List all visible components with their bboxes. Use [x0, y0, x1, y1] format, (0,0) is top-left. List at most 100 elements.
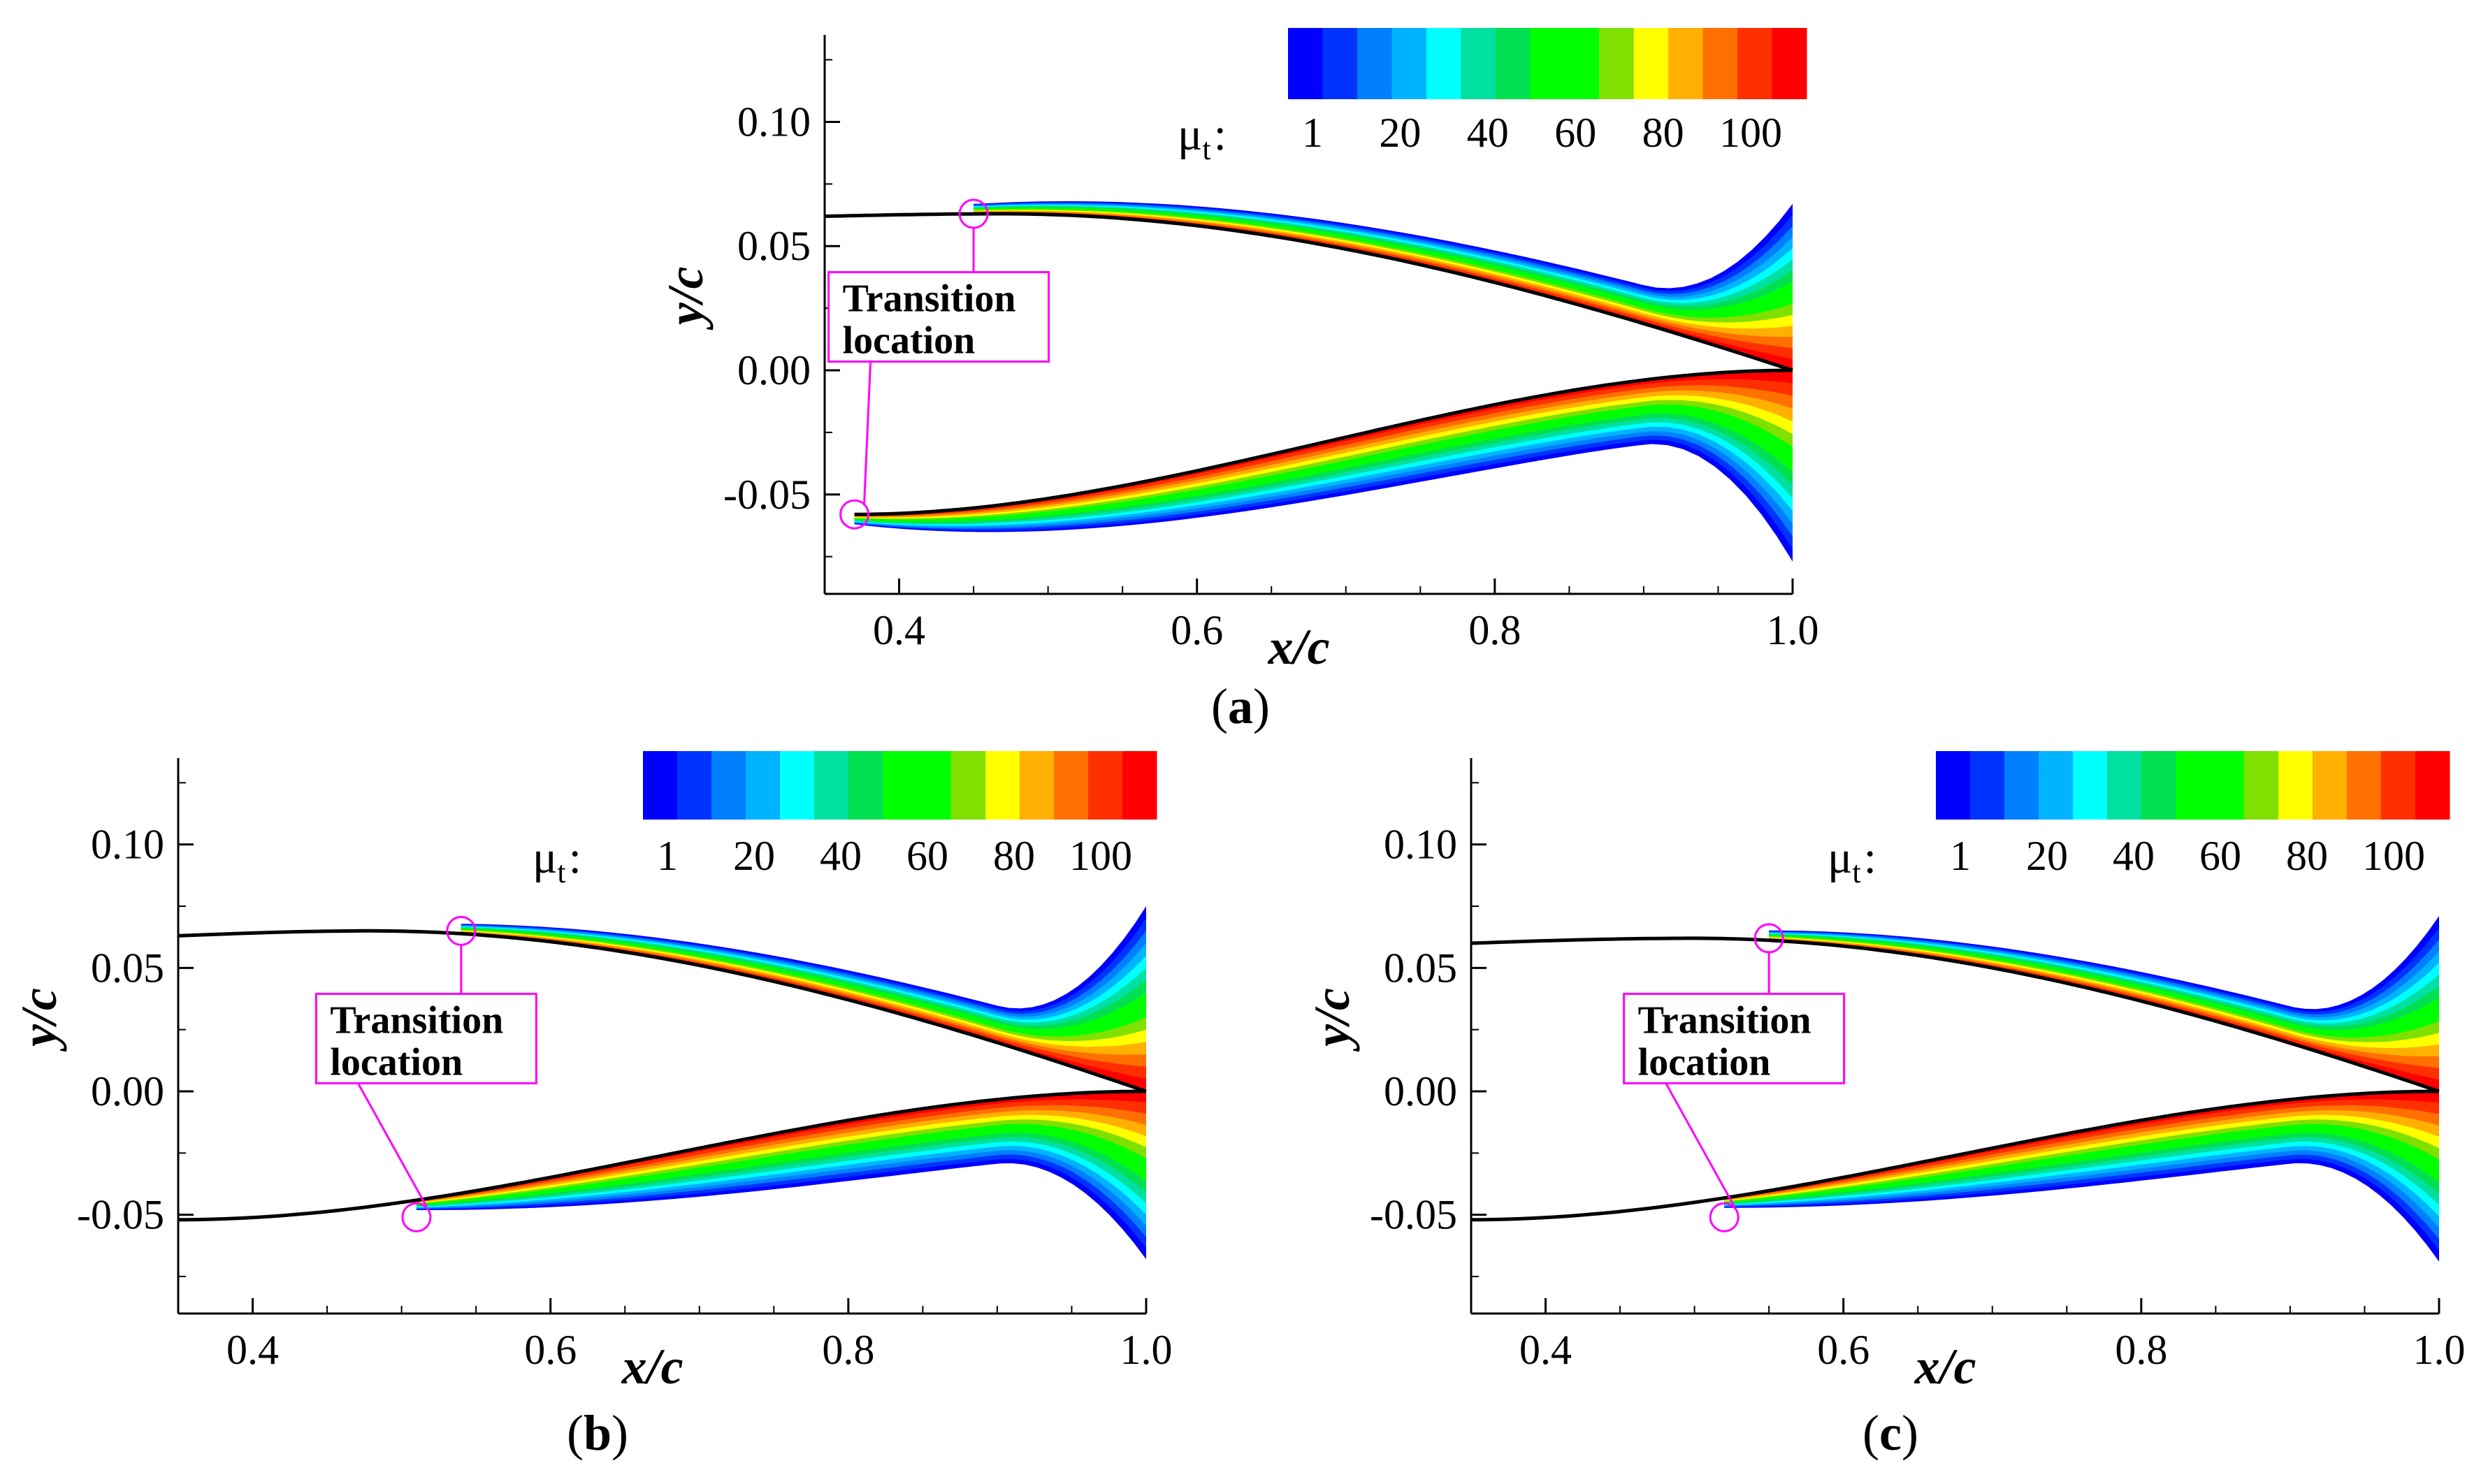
- colorbar-tick-label: 20: [2026, 833, 2068, 879]
- colorbar-title-symbol: μ: [1828, 832, 1852, 883]
- caption-close: ): [1902, 1405, 1918, 1461]
- axes: 0.4 0.6 0.8 1.0 0.10 0.05 0.00 -0.05 x/c y/c: [1304, 758, 2466, 1395]
- colorbar-tick-label: 60: [906, 833, 948, 879]
- colorbar-tick-label: 80: [2286, 833, 2328, 879]
- colorbar-swatch: [2278, 751, 2313, 820]
- colorbar-swatch: [780, 751, 815, 820]
- y-tick-label: 0.05: [91, 945, 164, 991]
- annotation-text-line1: Transition: [843, 277, 1016, 321]
- colorbar-swatch: [677, 751, 712, 820]
- colorbar-title: μt:: [533, 832, 581, 889]
- x-axis-label: x/c: [1914, 1339, 1976, 1395]
- upper-band-level-2: [974, 203, 1793, 370]
- colorbar-swatch: [1702, 28, 1738, 99]
- transition-marker-upper: [1753, 923, 1784, 954]
- colorbar-swatch: [1357, 28, 1392, 99]
- colorbar: 1 20 40 60 80 100 μt:: [533, 751, 1157, 889]
- upper-band-level-4: [974, 205, 1793, 370]
- colorbar-swatch: [1495, 28, 1531, 99]
- colorbar-swatch: [1599, 28, 1635, 99]
- colorbar-swatch: [2244, 751, 2279, 820]
- transition-marker-lower: [1709, 1202, 1739, 1232]
- colorbar-swatch: [2415, 751, 2450, 820]
- colorbar-swatch: [1970, 751, 2005, 820]
- colorbar-swatch: [2039, 751, 2074, 820]
- caption-letter: b: [584, 1405, 612, 1461]
- panel-a: 0.4 0.6 0.8 1.0 0.10 0.05 0.00 -0.05 x/c y/c 1 20 40…: [658, 28, 1819, 734]
- transition-marker-upper: [958, 198, 989, 229]
- annotation-leader-lower: [863, 361, 872, 504]
- colorbar-title-subscript: t: [1852, 855, 1860, 889]
- caption-open: (: [1862, 1405, 1879, 1461]
- x-tick-label: 0.8: [1468, 607, 1521, 653]
- annotation-leader-lower: [1665, 1082, 1735, 1207]
- y-tick-label: -0.05: [1370, 1192, 1457, 1238]
- lower-band-level-13: [416, 1091, 1146, 1202]
- y-tick-label: 0.00: [737, 347, 811, 393]
- colorbar-tick-label: 1: [657, 833, 678, 879]
- panel-b: 0.4 0.6 0.8 1.0 0.10 0.05 0.00 -0.05 x/c y/c 1 20 40…: [11, 751, 1173, 1461]
- colorbar-swatch: [711, 751, 746, 820]
- colorbar-title: μt:: [1178, 109, 1227, 166]
- y-axis-label: y/c: [11, 988, 67, 1052]
- caption-open: (: [567, 1405, 584, 1461]
- colorbar-swatch: [1054, 751, 1089, 820]
- y-tick-label: 0.05: [1384, 945, 1457, 991]
- subfigure-caption: (c): [1862, 1405, 1918, 1461]
- colorbar-swatch: [1668, 28, 1704, 99]
- x-tick-label: 1.0: [2413, 1327, 2466, 1373]
- x-tick-label: 1.0: [1767, 607, 1819, 653]
- annotation-box: [1623, 992, 1846, 1084]
- colorbar-swatch: [2210, 751, 2245, 820]
- contour-bands: [854, 201, 1793, 562]
- y-tick-label: -0.05: [77, 1192, 164, 1238]
- lower-band-level-12: [1724, 1091, 2439, 1200]
- y-tick-label: 0.00: [91, 1068, 164, 1114]
- annotation-text-line2: location: [330, 1040, 463, 1084]
- colorbar-swatch: [951, 751, 986, 820]
- transition-marker-upper: [446, 915, 477, 946]
- airfoil-upper-surface: [178, 929, 1147, 1093]
- x-tick-label: 0.4: [873, 607, 925, 653]
- airfoil-lower-surface: [1471, 1089, 2439, 1222]
- colorbar-swatch: [2347, 751, 2382, 820]
- subfigure-caption: (a): [1211, 678, 1270, 734]
- transition-marker-lower: [401, 1202, 432, 1232]
- colorbar-tick-label: 60: [2199, 833, 2241, 879]
- colorbar-swatch: [1633, 28, 1669, 99]
- colorbar-swatch: [746, 751, 781, 820]
- upper-band-level-3: [974, 203, 1793, 370]
- colorbar-swatch: [1530, 28, 1565, 99]
- colorbar: 1 20 40 60 80 100 μt:: [1178, 28, 1807, 166]
- colorbar-swatch: [2313, 751, 2348, 820]
- upper-band-level-0: [974, 201, 1793, 370]
- colorbar-title-colon: :: [1214, 109, 1227, 160]
- colorbar-tick-label: 60: [1554, 110, 1596, 156]
- y-tick-label: 0.05: [737, 223, 811, 269]
- upper-band-level-1: [1769, 927, 2439, 1091]
- airfoil-lower-surface: [854, 368, 1793, 516]
- colorbar-tick-label: 1: [1302, 110, 1323, 156]
- colorbar-tick-label: 20: [1379, 110, 1421, 156]
- subfigure-caption: (b): [567, 1405, 628, 1461]
- colorbar-swatch: [1122, 751, 1157, 820]
- caption-letter: c: [1879, 1405, 1902, 1461]
- x-tick-label: 0.4: [1519, 1327, 1572, 1373]
- annotation-box: [314, 992, 537, 1084]
- colorbar: 1 20 40 60 80 100 μt:: [1828, 751, 2450, 889]
- colorbar-title: μt:: [1828, 832, 1876, 889]
- colorbar-swatch: [1564, 28, 1600, 99]
- colorbar-swatch: [1391, 28, 1427, 99]
- y-tick-label: 0.00: [1384, 1068, 1457, 1114]
- annotation-box: [827, 271, 1050, 363]
- x-tick-label: 0.8: [822, 1327, 874, 1373]
- caption-letter: a: [1228, 678, 1253, 734]
- x-tick-label: 1.0: [1120, 1327, 1173, 1373]
- x-axis-label: x/c: [1268, 619, 1330, 675]
- panel-c: 0.4 0.6 0.8 1.0 0.10 0.05 0.00 -0.05 x/c y/c 1 20 40…: [1304, 751, 2466, 1461]
- colorbar-swatch: [2176, 751, 2211, 820]
